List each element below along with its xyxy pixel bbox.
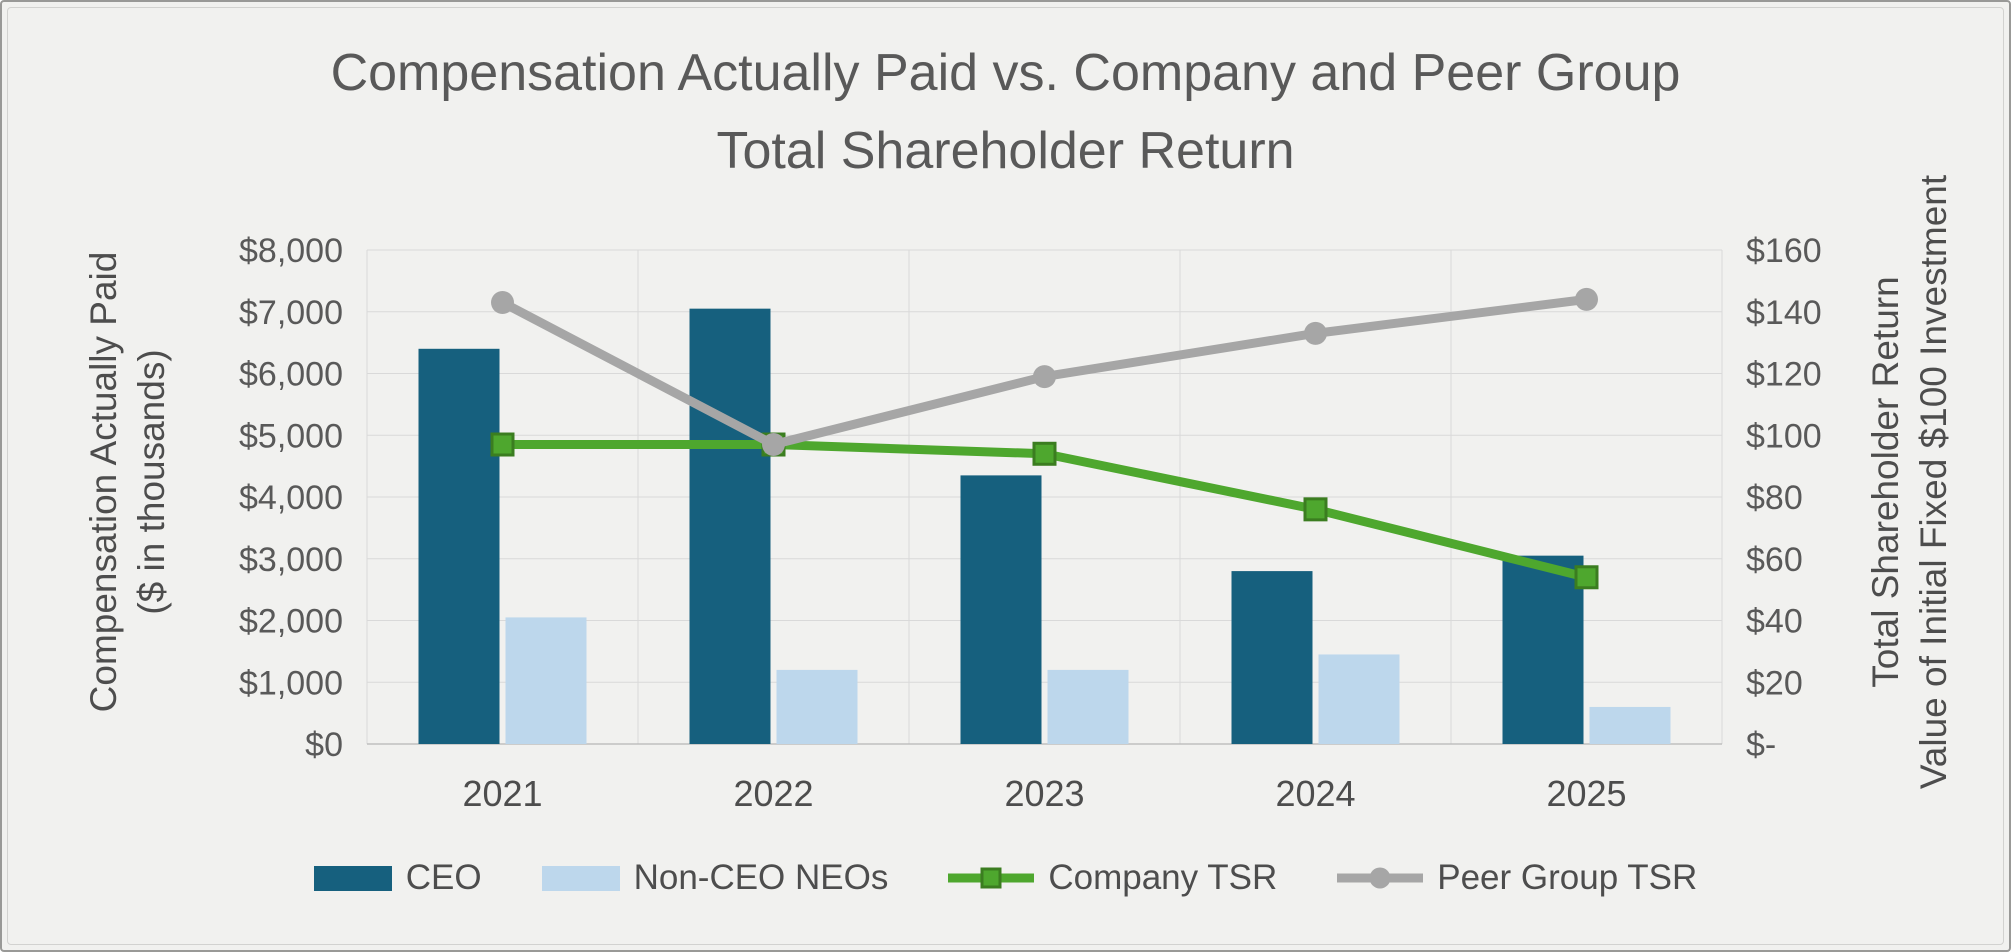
bar-ceo-2022 (689, 308, 771, 744)
marker-company-tsr-2023 (1032, 441, 1057, 466)
legend-swatch-peer-group-tsr (1337, 864, 1424, 892)
legend-swatch-company-tsr (948, 864, 1035, 892)
left-axis-tick: $3,000 (239, 541, 343, 579)
legend-item-non-ceo-neos: Non-CEO NEOs (541, 858, 889, 898)
right-axis-tick: $20 (1746, 664, 1803, 702)
legend-item-ceo: CEO (313, 858, 482, 898)
right-axis-tick: $140 (1746, 294, 1822, 332)
legend-label-peer-group-tsr: Peer Group TSR (1437, 858, 1698, 897)
right-axis-tick: $120 (1746, 356, 1822, 394)
right-axis-tick: $80 (1746, 479, 1803, 517)
left-axis-tick: $0 (305, 726, 343, 764)
bar-ceo-2023 (960, 475, 1042, 744)
x-axis-label: 2022 (733, 773, 813, 814)
legend-label-company-tsr: Company TSR (1048, 858, 1278, 897)
legend-label-non-ceo-neos: Non-CEO NEOs (633, 858, 889, 897)
legend-label-ceo: CEO (405, 858, 482, 897)
chart-title-line1: Compensation Actually Paid vs. Company a… (330, 44, 1681, 102)
marker-peer-group-tsr-2022 (762, 433, 785, 457)
marker-company-tsr-2024 (1303, 497, 1328, 522)
bar-ceo-2021 (418, 348, 500, 744)
bar-ceo-2025 (1502, 555, 1584, 744)
bar-non-ceo-neos-2023 (1047, 669, 1129, 744)
right-axis-tick: $60 (1746, 541, 1803, 579)
x-axis-label: 2025 (1546, 773, 1626, 814)
legend-marker-circle-icon (1369, 867, 1391, 889)
x-axis-label: 2023 (1004, 773, 1084, 814)
bar-non-ceo-neos-2022 (776, 669, 858, 744)
left-axis-tick: $7,000 (239, 294, 343, 332)
right-axis-tick: $100 (1746, 417, 1822, 455)
legend: CEO Non-CEO NEOs Company TSR Peer Group … (2, 858, 2009, 898)
marker-peer-group-tsr-2021 (491, 290, 514, 314)
left-axis-tick: $4,000 (239, 479, 343, 517)
left-axis-tick: $8,000 (239, 232, 343, 270)
bar-non-ceo-neos-2025 (1589, 706, 1671, 744)
chart-title: Compensation Actually Paid vs. Company a… (2, 34, 2009, 190)
bar-non-ceo-neos-2021 (505, 617, 587, 744)
bar-ceo-2024 (1231, 571, 1313, 744)
x-axis-label: 2024 (1275, 773, 1355, 814)
left-axis-tick: $6,000 (239, 356, 343, 394)
right-axis-tick: $40 (1746, 603, 1803, 641)
left-axis-tick: $1,000 (239, 664, 343, 702)
marker-peer-group-tsr-2025 (1575, 287, 1598, 311)
marker-peer-group-tsr-2024 (1304, 321, 1327, 345)
marker-company-tsr-2021 (490, 432, 515, 457)
legend-item-company-tsr: Company TSR (948, 858, 1277, 898)
left-axis-tick: $5,000 (239, 417, 343, 455)
right-axis-tick: $160 (1746, 232, 1822, 270)
right-axis-tick: $- (1746, 726, 1776, 764)
left-axis-tick: $2,000 (239, 603, 343, 641)
legend-item-peer-group-tsr: Peer Group TSR (1337, 858, 1697, 898)
x-axis-label: 2021 (462, 773, 542, 814)
bar-non-ceo-neos-2024 (1318, 654, 1400, 744)
legend-swatch-ceo (313, 865, 392, 891)
chart-title-line2: Total Shareholder Return (716, 122, 1295, 180)
legend-marker-square-icon (980, 867, 1002, 889)
marker-peer-group-tsr-2023 (1033, 365, 1056, 389)
legend-swatch-non-ceo-neos (541, 865, 620, 891)
marker-company-tsr-2025 (1574, 565, 1599, 590)
